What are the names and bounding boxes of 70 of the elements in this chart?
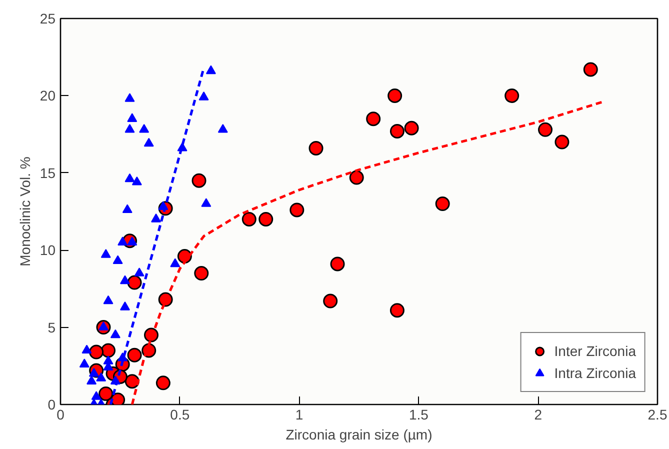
point bbox=[258, 212, 274, 226]
point bbox=[554, 134, 570, 150]
point bbox=[206, 65, 216, 74]
point bbox=[435, 196, 450, 212]
point bbox=[91, 391, 102, 400]
point bbox=[124, 124, 135, 133]
point bbox=[112, 255, 123, 264]
point bbox=[538, 122, 553, 137]
y-tick-label: 25 bbox=[40, 10, 56, 26]
point bbox=[122, 204, 132, 214]
legend-label: Intra Zirconia bbox=[554, 365, 636, 381]
point bbox=[390, 124, 404, 138]
point bbox=[151, 214, 162, 222]
point bbox=[79, 358, 90, 368]
point bbox=[388, 88, 402, 103]
point bbox=[156, 376, 170, 390]
x-tick-label: 1.5 bbox=[408, 406, 429, 422]
point bbox=[86, 376, 97, 384]
point bbox=[100, 249, 111, 258]
x-axis-title: Zirconia grain size (µm) bbox=[286, 426, 432, 442]
point bbox=[118, 352, 128, 362]
legend-label: Inter Zirconia bbox=[554, 343, 636, 359]
point bbox=[96, 372, 106, 382]
point bbox=[349, 170, 364, 185]
point bbox=[330, 256, 345, 272]
point bbox=[144, 138, 154, 147]
point bbox=[127, 113, 138, 122]
point bbox=[98, 386, 114, 401]
point bbox=[198, 92, 209, 100]
point bbox=[504, 88, 520, 103]
x-tick-label: 2 bbox=[534, 406, 542, 422]
point bbox=[120, 302, 130, 310]
point bbox=[118, 236, 128, 246]
point bbox=[218, 124, 228, 133]
point bbox=[110, 392, 126, 404]
point bbox=[124, 93, 135, 102]
point bbox=[110, 329, 120, 338]
point bbox=[366, 112, 381, 126]
x-tick-label: 1 bbox=[295, 406, 304, 422]
point bbox=[404, 120, 419, 136]
point bbox=[242, 212, 256, 226]
point bbox=[170, 258, 180, 268]
y-tick-label: 15 bbox=[40, 164, 56, 181]
point bbox=[82, 344, 92, 354]
point bbox=[124, 173, 135, 182]
point bbox=[290, 202, 304, 218]
point bbox=[144, 328, 158, 342]
point bbox=[192, 173, 206, 188]
point bbox=[194, 266, 209, 280]
y-axis-title: Monoclinic Vol. % bbox=[16, 156, 33, 266]
point bbox=[390, 303, 404, 318]
point bbox=[201, 198, 212, 207]
y-tick-label: 0 bbox=[48, 396, 56, 412]
point bbox=[101, 343, 116, 358]
point bbox=[323, 294, 338, 308]
point bbox=[89, 344, 104, 360]
point bbox=[132, 176, 142, 186]
y-tick-label: 10 bbox=[40, 242, 56, 258]
point bbox=[127, 275, 142, 290]
point bbox=[120, 275, 130, 284]
x-tick-label: 0.5 bbox=[170, 406, 190, 422]
x-tick-label: 2.5 bbox=[648, 406, 668, 422]
point bbox=[127, 348, 142, 362]
point bbox=[139, 124, 150, 133]
y-tick-label: 5 bbox=[48, 319, 56, 336]
point bbox=[583, 62, 598, 77]
point bbox=[308, 140, 324, 156]
y-tick-label: 20 bbox=[40, 88, 56, 104]
point bbox=[103, 295, 114, 304]
point bbox=[134, 268, 144, 276]
